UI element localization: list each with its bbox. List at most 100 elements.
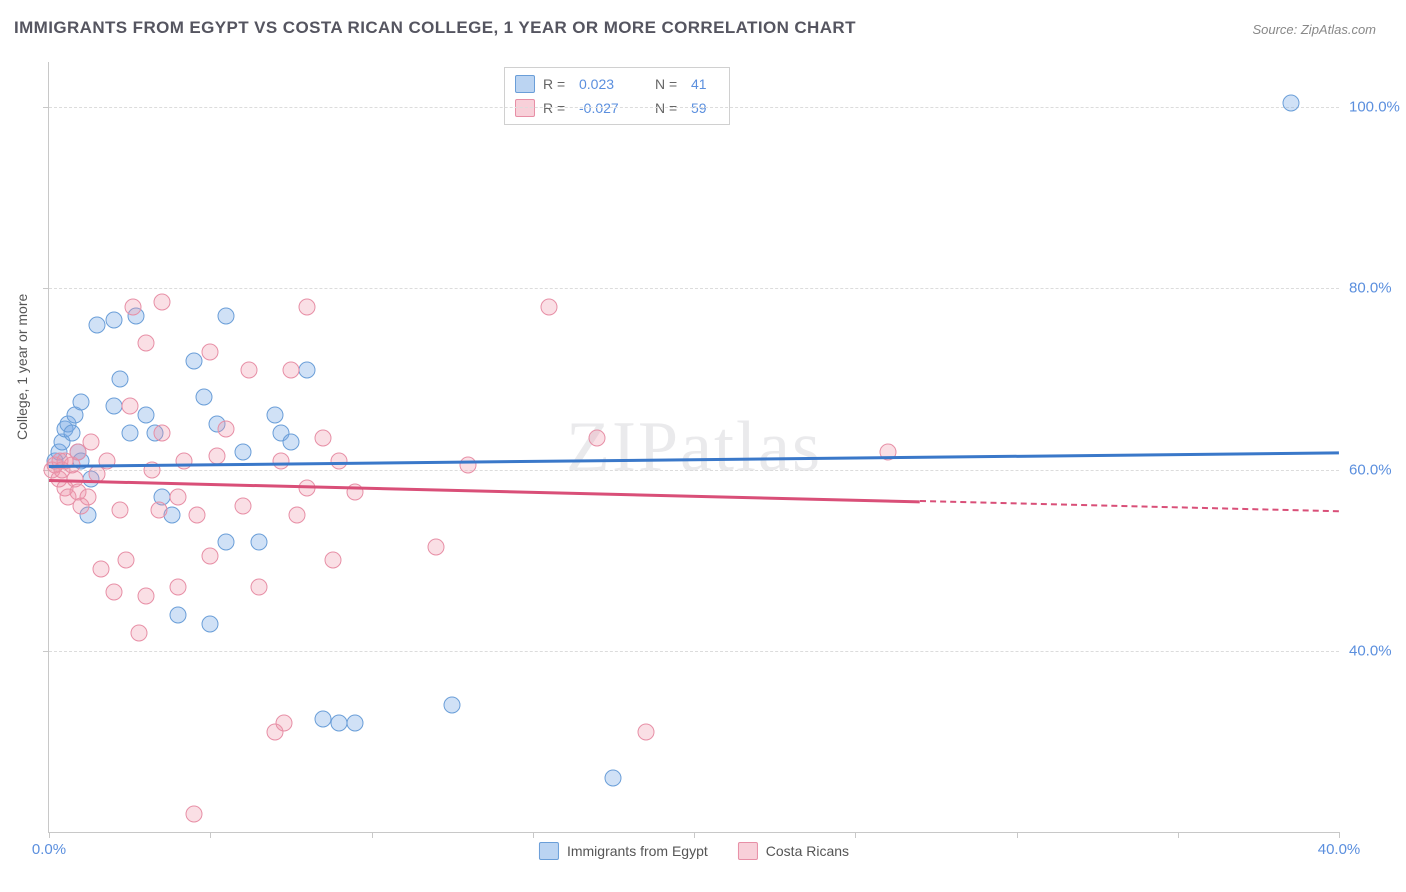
point-costa-rican <box>176 452 193 469</box>
point-egypt <box>111 371 128 388</box>
point-costa-rican <box>118 552 135 569</box>
x-tick <box>372 832 373 838</box>
point-costa-rican <box>637 724 654 741</box>
point-egypt <box>105 312 122 329</box>
point-costa-rican <box>315 429 332 446</box>
point-costa-rican <box>111 502 128 519</box>
point-egypt <box>331 715 348 732</box>
x-tick <box>1178 832 1179 838</box>
point-costa-rican <box>282 362 299 379</box>
y-tick <box>43 288 49 289</box>
point-egypt <box>250 534 267 551</box>
legend-item-costa-rican: Costa Ricans <box>738 842 849 860</box>
gridline-h <box>49 288 1339 289</box>
y-tick-label: 60.0% <box>1349 461 1406 478</box>
point-costa-rican <box>137 334 154 351</box>
point-costa-rican <box>153 425 170 442</box>
point-costa-rican <box>289 506 306 523</box>
point-egypt <box>266 407 283 424</box>
point-egypt <box>170 606 187 623</box>
point-costa-rican <box>170 579 187 596</box>
r-label: R = <box>543 76 571 92</box>
legend-label-costa-rican: Costa Ricans <box>766 843 849 859</box>
point-egypt <box>218 307 235 324</box>
point-costa-rican <box>234 497 251 514</box>
point-costa-rican <box>460 457 477 474</box>
point-egypt <box>195 389 212 406</box>
x-tick-label: 40.0% <box>1318 841 1361 858</box>
point-costa-rican <box>124 298 141 315</box>
point-costa-rican <box>92 561 109 578</box>
x-tick <box>1017 832 1018 838</box>
y-tick <box>43 651 49 652</box>
point-costa-rican <box>324 552 341 569</box>
n-value-egypt: 41 <box>691 76 719 92</box>
point-costa-rican <box>208 448 225 465</box>
point-costa-rican <box>299 298 316 315</box>
point-costa-rican <box>170 488 187 505</box>
watermark: ZIPatlas <box>566 406 822 489</box>
legend-row-egypt: R = 0.023 N = 41 <box>515 72 719 96</box>
point-costa-rican <box>153 294 170 311</box>
y-tick-label: 80.0% <box>1349 280 1406 297</box>
legend-item-egypt: Immigrants from Egypt <box>539 842 708 860</box>
legend-correlation: R = 0.023 N = 41 R = -0.027 N = 59 <box>504 67 730 125</box>
x-tick <box>694 832 695 838</box>
y-tick <box>43 107 49 108</box>
point-egypt <box>202 615 219 632</box>
point-costa-rican <box>331 452 348 469</box>
point-egypt <box>73 393 90 410</box>
point-costa-rican <box>189 506 206 523</box>
point-costa-rican <box>150 502 167 519</box>
point-egypt <box>105 398 122 415</box>
point-egypt <box>89 316 106 333</box>
point-costa-rican <box>105 583 122 600</box>
y-tick-label: 100.0% <box>1349 99 1406 116</box>
point-costa-rican <box>121 398 138 415</box>
x-tick <box>1339 832 1340 838</box>
point-egypt <box>444 697 461 714</box>
point-costa-rican <box>428 538 445 555</box>
point-costa-rican <box>273 452 290 469</box>
point-costa-rican <box>131 624 148 641</box>
point-egypt <box>234 443 251 460</box>
point-costa-rican <box>82 434 99 451</box>
chart-title: IMMIGRANTS FROM EGYPT VS COSTA RICAN COL… <box>14 18 856 38</box>
y-tick-label: 40.0% <box>1349 642 1406 659</box>
scatter-plot: ZIPatlas R = 0.023 N = 41 R = -0.027 N =… <box>48 62 1339 833</box>
point-costa-rican <box>218 420 235 437</box>
point-costa-rican <box>250 579 267 596</box>
x-tick <box>533 832 534 838</box>
swatch-blue-icon <box>539 842 559 860</box>
swatch-pink-icon <box>738 842 758 860</box>
gridline-h <box>49 107 1339 108</box>
point-egypt <box>63 425 80 442</box>
point-costa-rican <box>202 547 219 564</box>
point-costa-rican <box>186 805 203 822</box>
point-egypt <box>347 715 364 732</box>
y-axis-label: College, 1 year or more <box>14 294 30 440</box>
point-egypt <box>282 434 299 451</box>
point-costa-rican <box>540 298 557 315</box>
trend-line <box>920 500 1339 512</box>
point-egypt <box>605 769 622 786</box>
swatch-blue-icon <box>515 75 535 93</box>
x-tick <box>210 832 211 838</box>
x-tick <box>49 832 50 838</box>
point-costa-rican <box>202 343 219 360</box>
gridline-h <box>49 651 1339 652</box>
point-costa-rican <box>137 588 154 605</box>
point-egypt <box>299 362 316 379</box>
point-egypt <box>121 425 138 442</box>
n-label: N = <box>655 76 683 92</box>
point-costa-rican <box>276 715 293 732</box>
point-costa-rican <box>240 362 257 379</box>
point-costa-rican <box>589 429 606 446</box>
point-costa-rican <box>79 488 96 505</box>
x-tick <box>855 832 856 838</box>
point-egypt <box>315 710 332 727</box>
gridline-h <box>49 470 1339 471</box>
x-tick-label: 0.0% <box>32 841 66 858</box>
source-attribution: Source: ZipAtlas.com <box>1252 22 1376 37</box>
legend-label-egypt: Immigrants from Egypt <box>567 843 708 859</box>
